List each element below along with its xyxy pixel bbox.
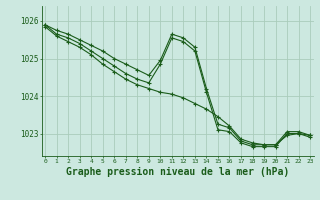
X-axis label: Graphe pression niveau de la mer (hPa): Graphe pression niveau de la mer (hPa)	[66, 167, 289, 177]
